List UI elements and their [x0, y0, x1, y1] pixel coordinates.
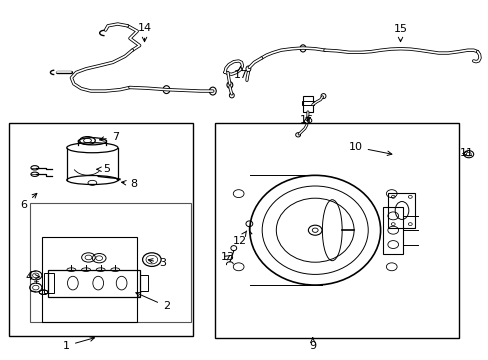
- Text: 12: 12: [232, 231, 246, 246]
- Text: 6: 6: [20, 193, 37, 210]
- Text: 7: 7: [100, 132, 119, 142]
- Text: 9: 9: [308, 338, 316, 351]
- Bar: [387, 193, 414, 228]
- Text: 1: 1: [63, 337, 94, 351]
- Text: 5: 5: [97, 164, 110, 174]
- Text: 15: 15: [393, 24, 407, 42]
- Text: 8: 8: [122, 179, 137, 189]
- Bar: [42, 237, 137, 321]
- Bar: [383, 207, 402, 253]
- Bar: [302, 101, 313, 105]
- Bar: [48, 270, 140, 297]
- Bar: [43, 273, 54, 293]
- Bar: [303, 96, 312, 112]
- Text: 10: 10: [348, 142, 391, 156]
- Bar: [30, 203, 190, 321]
- Text: 16: 16: [299, 115, 313, 125]
- Text: 11: 11: [459, 148, 473, 158]
- Text: 3: 3: [148, 258, 166, 268]
- Text: 4: 4: [25, 272, 40, 282]
- Text: 14: 14: [137, 23, 151, 42]
- Text: 17: 17: [233, 66, 247, 80]
- Bar: [9, 123, 193, 336]
- Bar: [215, 123, 458, 338]
- Text: 2: 2: [136, 292, 170, 311]
- Bar: [140, 275, 148, 291]
- Text: 13: 13: [220, 252, 234, 262]
